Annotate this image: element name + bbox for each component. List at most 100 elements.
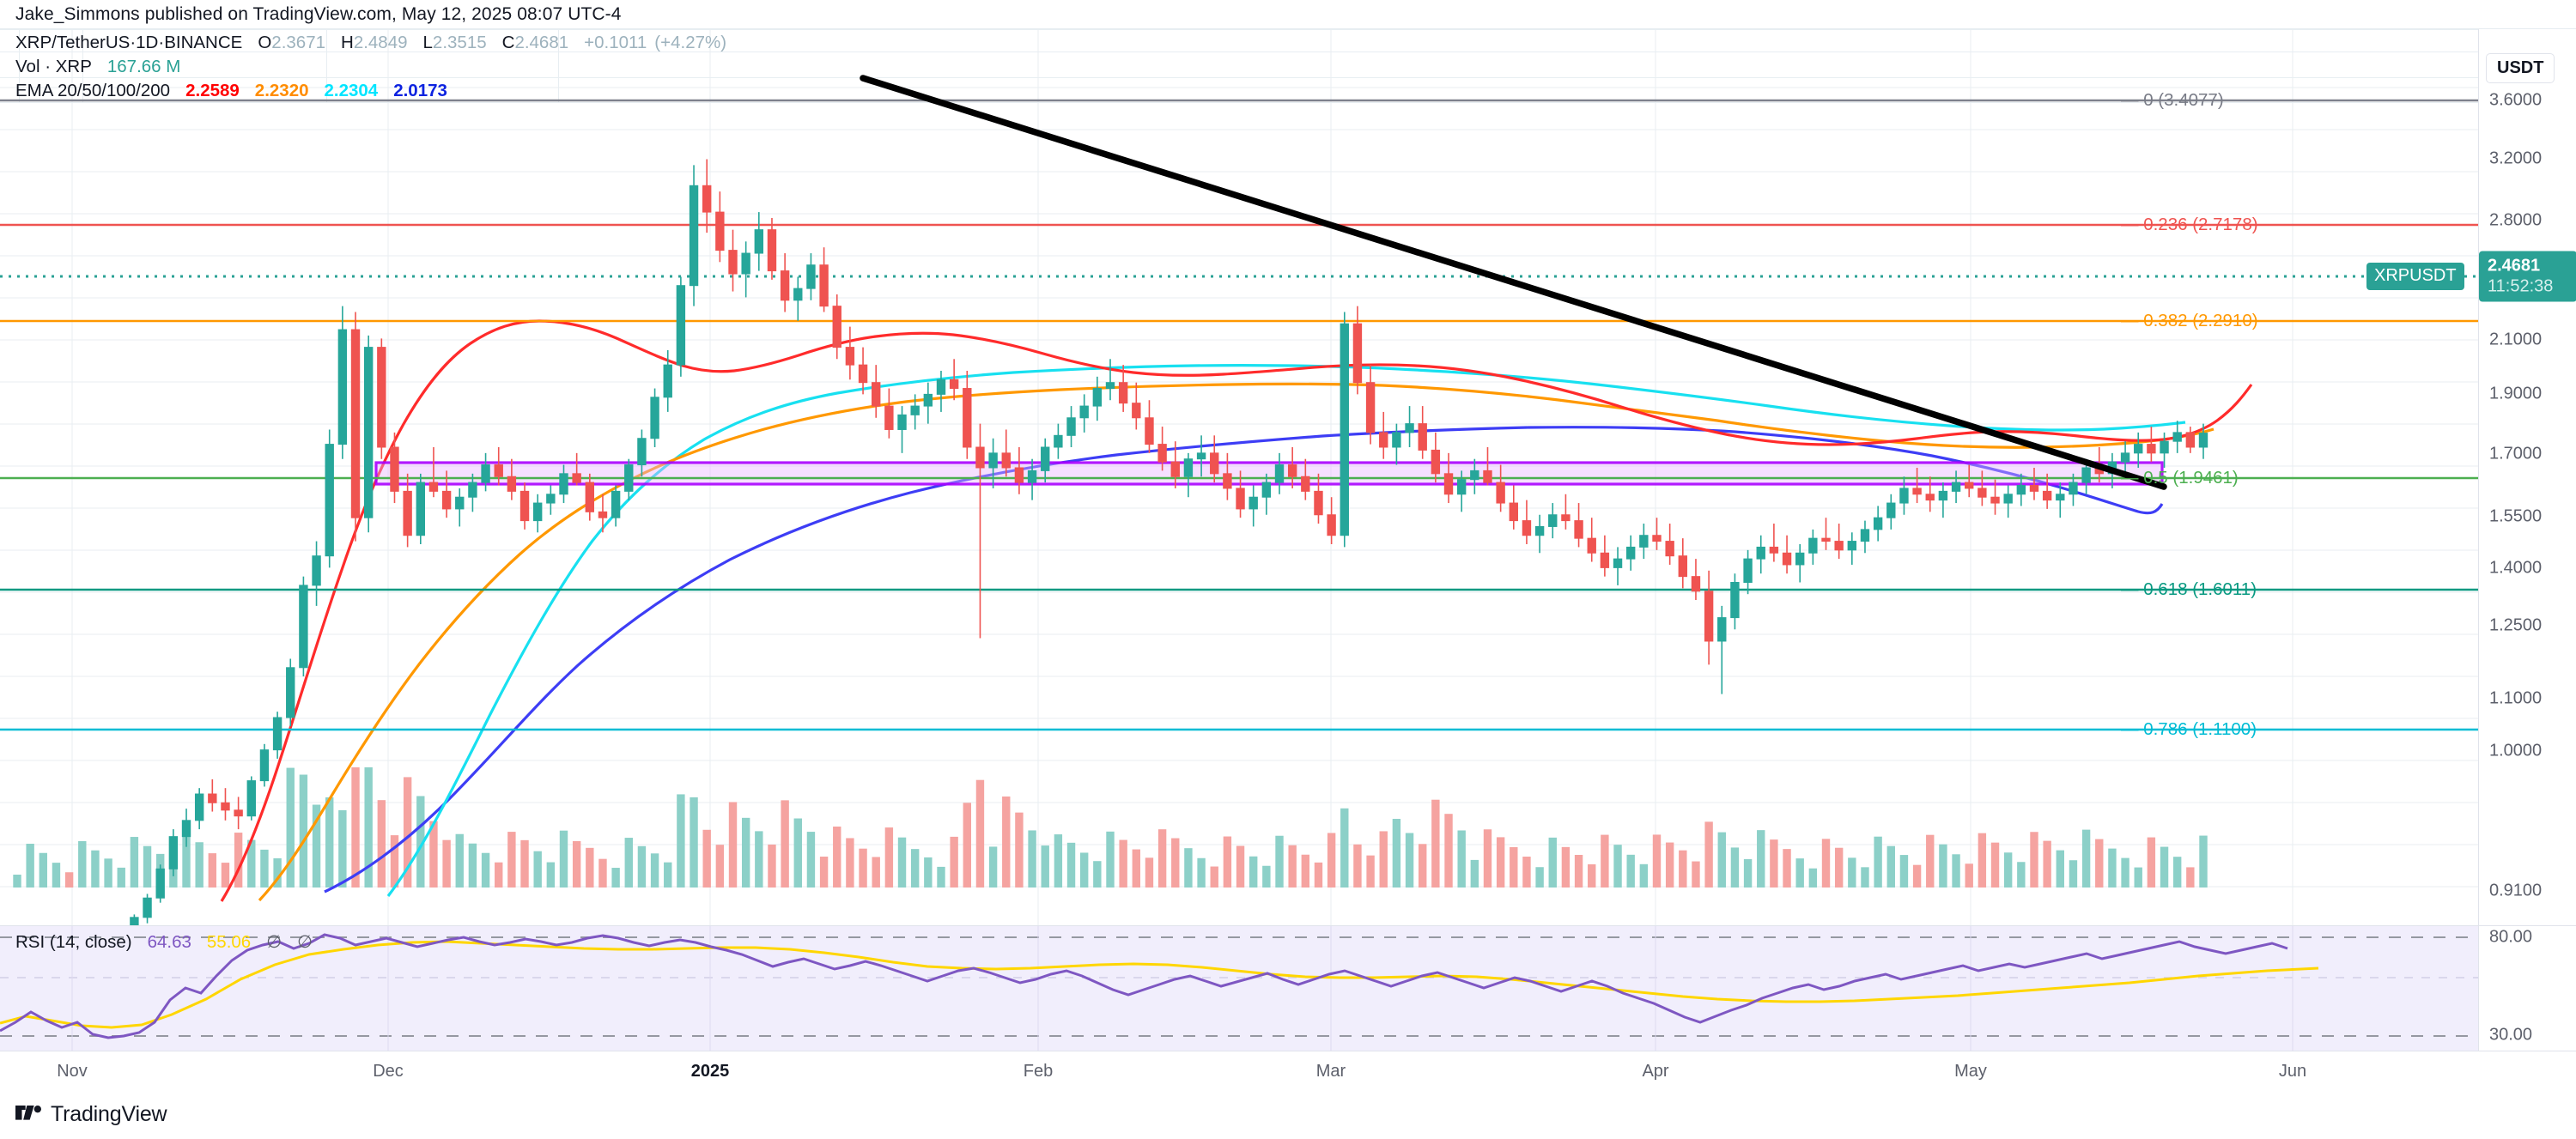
- volume-bar: [1665, 842, 1674, 888]
- volume-bar: [1926, 834, 1935, 888]
- candle-body: [1105, 382, 1115, 390]
- candle-body: [689, 185, 699, 287]
- candle-body: [181, 820, 191, 838]
- volume-bar: [299, 774, 308, 888]
- rsi-pane[interactable]: RSI (14, close) 64.63 55.06 ∅ ∅: [0, 925, 2478, 1051]
- legend-open-label: O: [258, 33, 272, 52]
- time-tick: Jun: [2278, 1062, 2307, 1081]
- legend-row-volume[interactable]: Vol · XRP 167.66 M: [15, 57, 726, 81]
- legend-grid-line: [82, 29, 83, 102]
- legend-close-label: C: [501, 33, 515, 52]
- volume-bar: [1757, 830, 1765, 888]
- volume-bar: [1510, 847, 1518, 888]
- candle-body: [286, 667, 295, 718]
- price-tick: 1.9000: [2489, 384, 2543, 403]
- candle-body: [1157, 444, 1167, 463]
- volume-bar: [1874, 836, 1882, 888]
- candle-body: [650, 397, 659, 439]
- price-tick: 2.1000: [2489, 330, 2543, 349]
- rsi-legend[interactable]: RSI (14, close) 64.63 55.06 ∅ ∅: [15, 931, 313, 953]
- volume-bar: [364, 767, 373, 888]
- volume-bar: [819, 856, 829, 888]
- volume-bar: [1327, 833, 1336, 888]
- legend-row-ema[interactable]: EMA 20/50/100/200 2.2589 2.2320 2.2304 2…: [15, 81, 726, 105]
- candle-body: [559, 473, 568, 495]
- candle-body: [780, 270, 790, 301]
- price-tick: 1.1000: [2489, 688, 2543, 708]
- candle-body: [234, 809, 243, 817]
- volume-bar: [2069, 860, 2078, 888]
- volume-bar: [1015, 812, 1024, 888]
- candle-body: [897, 414, 907, 430]
- volume-bar: [325, 797, 334, 888]
- volume-bar: [1419, 844, 1427, 888]
- candle-body: [337, 329, 348, 445]
- candle-body: [272, 717, 283, 751]
- volume-bar: [664, 862, 672, 888]
- ema100-line: [386, 364, 2186, 897]
- candle-body: [1561, 514, 1571, 522]
- volume-bar: [1093, 861, 1102, 888]
- volume-bar: [1379, 831, 1388, 888]
- time-axis[interactable]: Nov Dec 2025 Feb Mar Apr May Jun: [0, 1051, 2576, 1090]
- volume-bar: [559, 830, 568, 888]
- candle-body: [1613, 558, 1623, 568]
- candle-body: [208, 793, 217, 803]
- candle-body: [624, 464, 634, 492]
- candle-body: [2069, 482, 2078, 495]
- candle-body: [1249, 496, 1258, 510]
- candle-body: [1210, 452, 1219, 475]
- volume-bar: [143, 845, 152, 888]
- candle-body: [1625, 546, 1636, 560]
- fib-label-0: — 0 (3.4077): [2121, 90, 2224, 110]
- volume-bar: [1106, 831, 1115, 888]
- price-axis[interactable]: USDT 3.6000 3.2000 2.8000 2.1000 1.9000 …: [2478, 29, 2576, 1051]
- volume-bar: [13, 875, 21, 888]
- volume-bar: [2172, 857, 2182, 888]
- volume-bar: [1601, 834, 1609, 888]
- candle-body: [1899, 488, 1909, 504]
- volume-bar: [728, 802, 738, 888]
- candle-body: [1001, 452, 1011, 469]
- volume-bar: [1952, 854, 1960, 888]
- volume-bar: [1912, 864, 1922, 888]
- volume-bar: [1314, 862, 1323, 888]
- rsi-legend-value: 64.63: [147, 932, 191, 952]
- time-tick: May: [1954, 1062, 1987, 1081]
- volume-bar: [2160, 846, 2169, 888]
- price-pane[interactable]: [0, 29, 2478, 925]
- ema20-line: [220, 319, 2253, 902]
- candle-body: [1951, 482, 1961, 492]
- candle-body: [1118, 382, 1128, 404]
- candle-body: [1352, 323, 1363, 384]
- candle-body: [2029, 485, 2039, 492]
- candle-body: [1027, 470, 1037, 483]
- legend-row-symbol[interactable]: XRP / TetherUS · 1D · BINANCE O 2.3671 H…: [15, 33, 726, 57]
- candle-body: [1990, 496, 2000, 504]
- volume-bar: [1145, 857, 1154, 888]
- volume-bar: [481, 852, 490, 888]
- chart-frame: — 0 (3.4077) — 0.236 (2.7178) — 0.382 (2…: [0, 28, 2576, 1090]
- volume-bar: [1028, 830, 1036, 888]
- volume-bar: [234, 833, 243, 888]
- rsi-chart-svg: [0, 926, 2478, 1051]
- time-tick: Mar: [1315, 1062, 1346, 1081]
- candle-body: [377, 347, 386, 448]
- candle-body: [598, 511, 608, 518]
- volume-bar: [1210, 866, 1218, 888]
- candle-body: [1978, 488, 1987, 498]
- candle-body: [441, 490, 452, 510]
- candle-body: [637, 438, 647, 466]
- candle-body: [1223, 473, 1232, 489]
- candle-body: [728, 250, 738, 275]
- volume-bar: [1054, 834, 1063, 888]
- candle-body: [1456, 479, 1467, 495]
- legend-dot2: ·: [158, 33, 165, 52]
- volume-bar: [1197, 857, 1206, 888]
- candle-body: [1534, 525, 1545, 536]
- candle-body: [130, 917, 139, 925]
- volume-bar: [104, 858, 112, 888]
- volume-bar: [1171, 838, 1180, 888]
- volume-bar: [1861, 867, 1869, 888]
- support-zone-box: [374, 461, 2164, 486]
